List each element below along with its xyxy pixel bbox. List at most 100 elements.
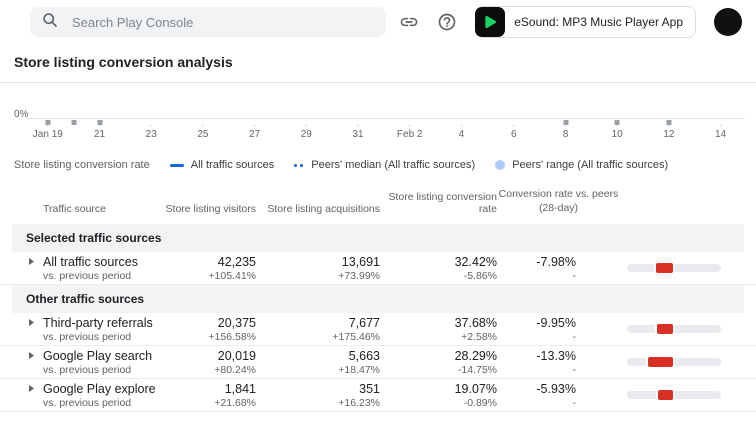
chart-baseline — [27, 118, 745, 119]
acquisitions-value: 13,691 — [256, 255, 380, 269]
conversion-rate-change: -0.89% — [380, 397, 497, 409]
x-axis-tick-label: 31 — [352, 129, 363, 140]
conversion-rate-value: 32.42% — [380, 255, 497, 269]
vs-peers-sub: - — [497, 397, 576, 409]
acquisitions-value: 7,677 — [256, 316, 380, 330]
legend-label: Peers' median (All traffic sources) — [311, 159, 475, 171]
tick-mark — [357, 124, 358, 127]
expand-row-icon[interactable] — [27, 316, 35, 327]
visitors-value: 20,375 — [134, 316, 256, 330]
conversion-rate-value: 19.07% — [380, 382, 497, 396]
page-title: Store listing conversion analysis — [0, 44, 756, 82]
conversion-rate-change: -5.86% — [380, 270, 497, 282]
data-point-marker — [615, 120, 620, 125]
table-header: Traffic source Store listing visitors St… — [0, 187, 756, 224]
section-label: Selected traffic sources — [26, 231, 161, 245]
x-axis-tick-label: 21 — [94, 129, 105, 140]
x-axis-tick: 6 — [511, 124, 517, 140]
expand-row-icon[interactable] — [27, 382, 35, 393]
x-axis-tick: 29 — [301, 124, 312, 140]
vs-peers-value: -9.95% — [497, 316, 576, 330]
link-icon[interactable] — [399, 12, 419, 32]
conversion-chart: 0% Jan 19 21 23 25 27 29 31 Feb 2 4 — [14, 109, 745, 145]
visitors-change: +21.68% — [134, 397, 256, 409]
expand-row-icon[interactable] — [27, 349, 35, 360]
table-row: Third-party referrals vs. previous perio… — [0, 313, 756, 346]
help-icon[interactable] — [437, 12, 457, 32]
vs-peers-value: -7.98% — [497, 255, 576, 269]
legend-item[interactable]: All traffic sources — [170, 159, 275, 171]
visitors-change: +80.24% — [134, 364, 256, 376]
col-header-vs-peers: Conversion rate vs. peers (28-day) — [497, 187, 620, 215]
acquisitions-change: +16.23% — [256, 397, 380, 409]
search-bar[interactable] — [30, 7, 386, 37]
x-axis-tick-label: 12 — [663, 129, 674, 140]
x-axis-tick: Feb 2 — [397, 124, 423, 140]
legend-item[interactable]: Peers' median (All traffic sources) — [294, 159, 475, 171]
peers-range-bar — [627, 264, 721, 272]
peers-range-bar — [627, 391, 721, 399]
acquisitions-value: 5,663 — [256, 349, 380, 363]
vs-peers-sub: - — [497, 331, 576, 343]
vs-peers-sub: - — [497, 270, 576, 282]
x-axis-tick: 8 — [563, 124, 569, 140]
acquisitions-change: +175.46% — [256, 331, 380, 343]
peers-position-marker — [658, 390, 673, 400]
search-input[interactable] — [70, 14, 374, 31]
user-avatar[interactable] — [714, 8, 742, 36]
table-row: Google Play explore vs. previous period … — [0, 379, 756, 412]
visitors-change: +156.58% — [134, 331, 256, 343]
vs-peers-value: -13.3% — [497, 349, 576, 363]
x-axis-tick: 10 — [612, 124, 623, 140]
x-axis-tick-label: Feb 2 — [397, 129, 423, 140]
vs-peers-sub: - — [497, 364, 576, 376]
acquisitions-change: +18.47% — [256, 364, 380, 376]
data-point-marker — [71, 120, 76, 125]
app-selector[interactable]: eSound: MP3 Music Player App — [475, 6, 696, 38]
peers-position-marker — [657, 324, 673, 334]
traffic-table: Traffic source Store listing visitors St… — [0, 187, 756, 412]
x-axis-tick-label: 25 — [197, 129, 208, 140]
vs-peers-value: -5.93% — [497, 382, 576, 396]
peers-range-bar — [627, 325, 721, 333]
expand-row-icon[interactable] — [27, 255, 35, 266]
tick-mark — [720, 124, 721, 127]
app-icon — [475, 7, 505, 37]
tick-mark — [461, 124, 462, 127]
x-axis-tick: 21 — [94, 124, 105, 140]
x-axis-tick-label: 23 — [146, 129, 157, 140]
top-bar: eSound: MP3 Music Player App — [0, 0, 756, 44]
legend-item[interactable]: Peers' range (All traffic sources) — [495, 159, 668, 171]
traffic-source-sub: vs. previous period — [43, 270, 138, 282]
conversion-rate-change: -14.75% — [380, 364, 497, 376]
tick-mark — [409, 124, 410, 127]
table-body: Selected traffic sources All traffic sou… — [0, 224, 756, 412]
legend-swatch-icon — [495, 160, 505, 170]
col-header-conversion-rate: Store listing conversion rate — [380, 191, 497, 215]
tick-mark — [513, 124, 514, 127]
x-axis-tick-label: 4 — [459, 129, 465, 140]
tick-mark — [254, 124, 255, 127]
x-axis-tick-label: Jan 19 — [33, 129, 63, 140]
x-axis-tick: 27 — [249, 124, 260, 140]
x-axis-tick: 12 — [663, 124, 674, 140]
peers-position-marker — [648, 357, 673, 367]
x-axis-tick: 23 — [146, 124, 157, 140]
app-name: eSound: MP3 Music Player App — [514, 15, 683, 29]
x-axis-tick-label: 14 — [715, 129, 726, 140]
x-axis-tick: 4 — [459, 124, 465, 140]
data-point-marker — [45, 120, 50, 125]
tick-mark — [306, 124, 307, 127]
conversion-rate-value: 37.68% — [380, 316, 497, 330]
x-axis-tick: Jan 19 — [33, 124, 63, 140]
x-axis-tick: 25 — [197, 124, 208, 140]
conversion-rate-value: 28.29% — [380, 349, 497, 363]
x-axis-tick-label: 29 — [301, 129, 312, 140]
x-axis-tick-label: 10 — [612, 129, 623, 140]
visitors-change: +105.41% — [134, 270, 256, 282]
x-axis-tick: 31 — [352, 124, 363, 140]
chart-legend-items: All traffic sources Peers' median (All t… — [170, 159, 668, 171]
x-axis-tick-label: 8 — [563, 129, 569, 140]
show-rows-dropdown[interactable]: 10 — [484, 422, 519, 426]
acquisitions-value: 351 — [256, 382, 380, 396]
